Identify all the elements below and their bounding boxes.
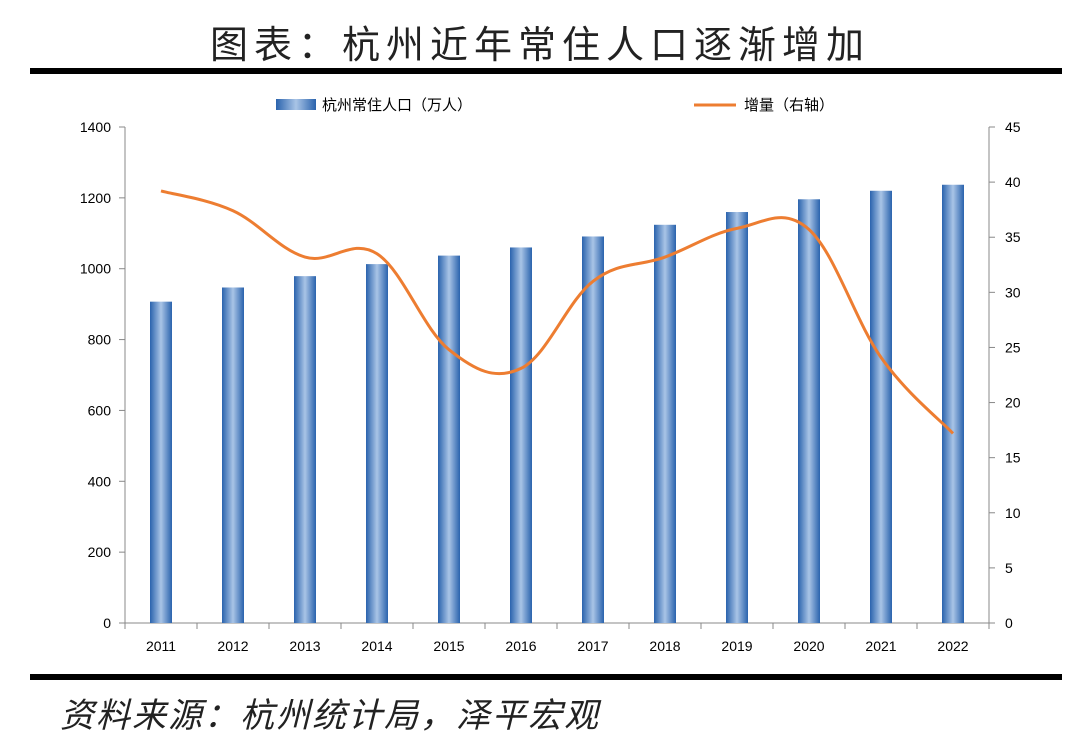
x-tick-label: 2020 xyxy=(793,638,824,654)
bar xyxy=(150,301,172,623)
x-tick-label: 2011 xyxy=(146,638,176,654)
legend-bar-label: 杭州常住人口（万人） xyxy=(322,96,472,114)
source-note: 资料来源：杭州统计局，泽平宏观 xyxy=(60,696,600,736)
bar xyxy=(222,287,244,623)
top-divider xyxy=(30,68,1062,74)
increment-line xyxy=(160,189,955,435)
legend-bar-swatch xyxy=(276,99,316,110)
bar xyxy=(294,276,316,623)
y-left-tick-label: 1400 xyxy=(80,119,111,135)
x-tick-label: 2019 xyxy=(721,638,752,654)
page-title: 图表：杭州近年常住人口逐渐增加 xyxy=(209,23,870,67)
x-tick-label: 2017 xyxy=(577,638,608,654)
x-tick-label: 2015 xyxy=(433,638,464,654)
y-right-tick-label: 0 xyxy=(1005,615,1013,631)
x-tick-label: 2013 xyxy=(289,638,320,654)
x-tick-label: 2022 xyxy=(937,638,968,654)
y-right-tick-label: 40 xyxy=(1005,174,1021,190)
bar xyxy=(366,264,388,623)
y-right-tick-label: 15 xyxy=(1005,450,1021,466)
bar xyxy=(654,224,676,624)
x-tick-label: 2012 xyxy=(217,638,248,654)
y-right-tick-label: 25 xyxy=(1005,339,1021,355)
y-right-tick-label: 45 xyxy=(1005,119,1021,135)
x-tick-label: 2014 xyxy=(361,638,392,654)
bar xyxy=(510,247,532,623)
y-left-tick-label: 600 xyxy=(88,402,112,418)
axes xyxy=(119,126,995,629)
y-right-tick-label: 20 xyxy=(1005,395,1021,411)
bar xyxy=(582,236,604,623)
bar xyxy=(726,212,748,623)
y-right-tick-label: 30 xyxy=(1005,284,1021,300)
y-left-tick-label: 1200 xyxy=(80,190,111,206)
line-series xyxy=(160,189,955,435)
y-left-tick-label: 800 xyxy=(88,332,112,348)
bar xyxy=(438,255,460,623)
bar-series xyxy=(150,184,964,624)
y-right-tick-label: 35 xyxy=(1005,229,1021,245)
y-right-tick-label: 10 xyxy=(1005,505,1021,521)
legend-line-label: 增量（右轴） xyxy=(744,96,834,114)
bottom-divider xyxy=(30,674,1062,680)
x-tick-label: 2016 xyxy=(505,638,536,654)
bar xyxy=(870,190,892,623)
y-left-tick-label: 400 xyxy=(88,473,112,489)
x-tick-label: 2021 xyxy=(865,638,896,654)
x-tick-label: 2018 xyxy=(649,638,680,654)
axis-labels: 0 200 400 600 800 1000 1200 1400 0 5 10 15 20 25 30 35 4… xyxy=(80,119,1021,654)
y-left-tick-label: 0 xyxy=(103,615,111,631)
y-left-tick-label: 200 xyxy=(88,544,112,560)
y-right-tick-label: 5 xyxy=(1005,560,1013,576)
y-left-tick-label: 1000 xyxy=(80,261,111,277)
bar xyxy=(942,184,964,623)
bar xyxy=(798,199,820,623)
legend: 杭州常住人口（万人） 增量（右轴） xyxy=(276,96,834,114)
